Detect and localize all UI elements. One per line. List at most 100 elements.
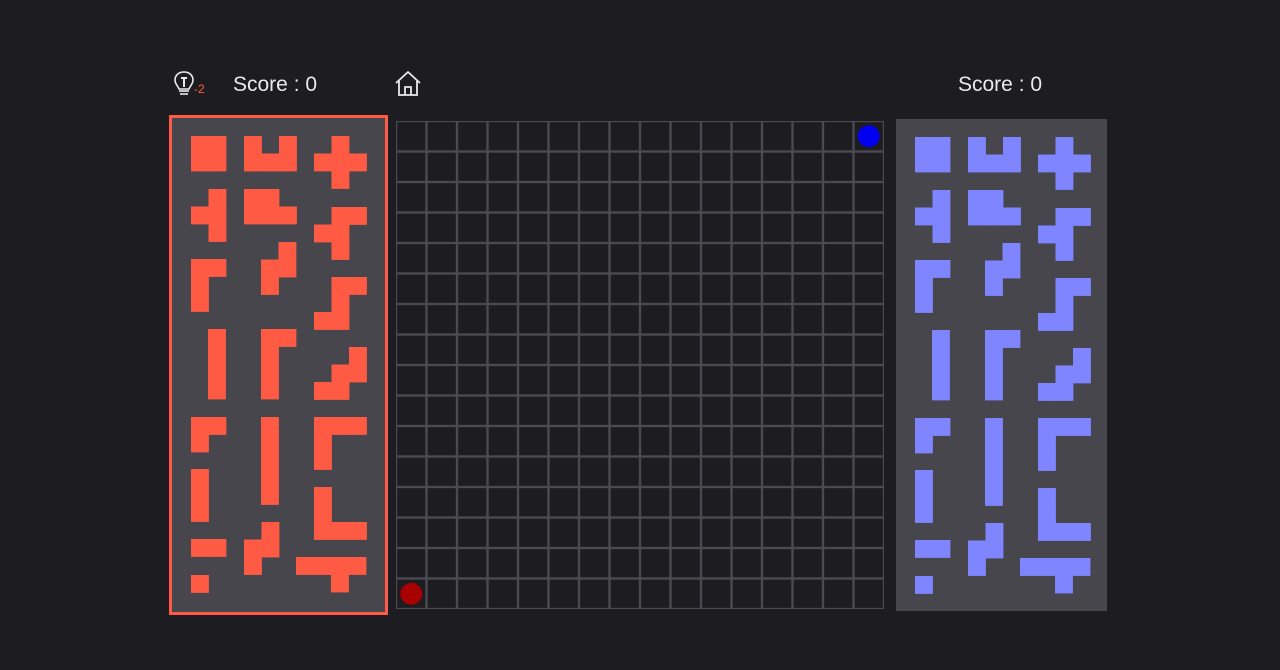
player1-piece-f5[interactable] bbox=[314, 207, 367, 260]
player2-piece-mono[interactable] bbox=[915, 576, 933, 594]
board-cell[interactable] bbox=[578, 121, 610, 152]
board-cell[interactable] bbox=[761, 242, 793, 274]
board-cell[interactable] bbox=[822, 517, 854, 549]
board-cell[interactable] bbox=[639, 212, 671, 244]
board-cell[interactable] bbox=[761, 334, 793, 366]
board-cell[interactable] bbox=[578, 303, 610, 335]
board-cell[interactable] bbox=[487, 181, 519, 213]
board-cell[interactable] bbox=[517, 273, 549, 305]
board-cell[interactable] bbox=[609, 395, 641, 427]
player2-piece-i4[interactable] bbox=[932, 330, 950, 401]
board-cell[interactable] bbox=[670, 334, 702, 366]
board-cell[interactable] bbox=[487, 425, 519, 457]
player1-piece-v5[interactable] bbox=[314, 417, 367, 470]
board-cell[interactable] bbox=[700, 212, 732, 244]
board-cell[interactable] bbox=[700, 517, 732, 549]
board-cell[interactable] bbox=[822, 395, 854, 427]
board-cell[interactable] bbox=[456, 486, 488, 518]
player2-piece-p5[interactable] bbox=[968, 190, 1021, 226]
board-cell[interactable] bbox=[792, 242, 824, 274]
board-cell[interactable] bbox=[456, 456, 488, 488]
board-cell[interactable] bbox=[578, 578, 610, 609]
player2-piece-t4[interactable] bbox=[915, 190, 951, 243]
board-cell[interactable] bbox=[670, 578, 702, 609]
board-cell[interactable] bbox=[456, 578, 488, 609]
player1-piece-y5[interactable] bbox=[314, 487, 367, 540]
board-cell[interactable] bbox=[761, 456, 793, 488]
board-cell[interactable] bbox=[517, 364, 549, 396]
board-cell[interactable] bbox=[731, 121, 763, 152]
board-cell[interactable] bbox=[548, 121, 580, 152]
board-cell[interactable] bbox=[822, 151, 854, 183]
player2-piece-w5[interactable] bbox=[1038, 348, 1091, 401]
board-cell[interactable] bbox=[792, 181, 824, 213]
board-cell[interactable] bbox=[700, 456, 732, 488]
board-cell[interactable] bbox=[700, 364, 732, 396]
board-cell[interactable] bbox=[700, 151, 732, 183]
board-cell[interactable] bbox=[792, 456, 824, 488]
board-cell[interactable] bbox=[548, 486, 580, 518]
board-cell[interactable] bbox=[853, 334, 884, 366]
board-cell[interactable] bbox=[731, 151, 763, 183]
board-cell[interactable] bbox=[426, 212, 458, 244]
board-cell[interactable] bbox=[456, 303, 488, 335]
board-cell[interactable] bbox=[609, 273, 641, 305]
board-cell[interactable] bbox=[548, 242, 580, 274]
board-cell[interactable] bbox=[426, 151, 458, 183]
player1-piece-l5[interactable] bbox=[261, 329, 297, 400]
board-cell[interactable] bbox=[609, 486, 641, 518]
board-cell[interactable] bbox=[670, 303, 702, 335]
board-cell[interactable] bbox=[639, 273, 671, 305]
board-cell[interactable] bbox=[609, 181, 641, 213]
board-cell[interactable] bbox=[426, 578, 458, 609]
board-cell[interactable] bbox=[487, 334, 519, 366]
board-cell[interactable] bbox=[670, 364, 702, 396]
board-cell[interactable] bbox=[426, 547, 458, 579]
board-cell[interactable] bbox=[761, 273, 793, 305]
board-cell[interactable] bbox=[853, 303, 884, 335]
player1-piece-z4[interactable] bbox=[244, 522, 280, 575]
board-cell[interactable] bbox=[609, 242, 641, 274]
board-cell[interactable] bbox=[731, 395, 763, 427]
board-cell[interactable] bbox=[609, 425, 641, 457]
board-cell[interactable] bbox=[761, 121, 793, 152]
board-cell[interactable] bbox=[822, 334, 854, 366]
board-cell[interactable] bbox=[761, 212, 793, 244]
board-cell[interactable] bbox=[639, 151, 671, 183]
board-cell[interactable] bbox=[700, 395, 732, 427]
player2-piece-i3[interactable] bbox=[915, 470, 933, 523]
board-cell[interactable] bbox=[822, 547, 854, 579]
board-cell[interactable] bbox=[548, 547, 580, 579]
board-cell[interactable] bbox=[639, 547, 671, 579]
board-cell[interactable] bbox=[609, 151, 641, 183]
board-cell[interactable] bbox=[396, 578, 427, 609]
board-cell[interactable] bbox=[578, 242, 610, 274]
board-cell[interactable] bbox=[487, 273, 519, 305]
player2-piece-i2[interactable] bbox=[915, 540, 951, 558]
board-cell[interactable] bbox=[517, 334, 549, 366]
board-cell[interactable] bbox=[426, 181, 458, 213]
board-cell[interactable] bbox=[426, 486, 458, 518]
board-cell[interactable] bbox=[609, 212, 641, 244]
board-cell[interactable] bbox=[517, 486, 549, 518]
board-cell[interactable] bbox=[670, 181, 702, 213]
board-cell[interactable] bbox=[700, 425, 732, 457]
board-cell[interactable] bbox=[822, 425, 854, 457]
board-cell[interactable] bbox=[731, 334, 763, 366]
board-cell[interactable] bbox=[487, 303, 519, 335]
player1-piece-p5[interactable] bbox=[244, 189, 297, 225]
board-cell[interactable] bbox=[578, 547, 610, 579]
board-cell[interactable] bbox=[761, 364, 793, 396]
player1-piece-x5[interactable] bbox=[314, 136, 367, 189]
board-cell[interactable] bbox=[731, 547, 763, 579]
board-cell[interactable] bbox=[670, 212, 702, 244]
board-cell[interactable] bbox=[731, 273, 763, 305]
board-cell[interactable] bbox=[639, 486, 671, 518]
board-cell[interactable] bbox=[609, 334, 641, 366]
board-cell[interactable] bbox=[731, 456, 763, 488]
board-cell[interactable] bbox=[792, 395, 824, 427]
board-cell[interactable] bbox=[456, 517, 488, 549]
player1-piece-s5[interactable] bbox=[314, 277, 367, 330]
player1-piece-t4[interactable] bbox=[191, 189, 227, 242]
board-cell[interactable] bbox=[609, 456, 641, 488]
